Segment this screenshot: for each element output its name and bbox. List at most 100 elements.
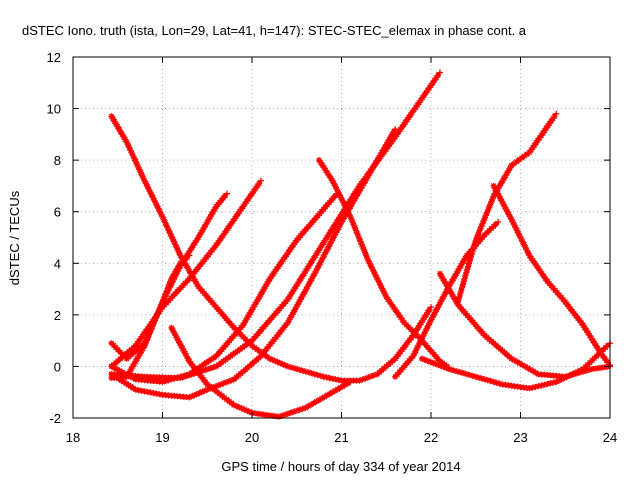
data-point	[309, 257, 316, 264]
data-point	[374, 157, 381, 164]
data-point	[275, 413, 282, 420]
data-point	[519, 361, 526, 368]
data-point	[177, 252, 184, 259]
data-point	[428, 317, 434, 323]
data-point	[365, 172, 372, 179]
data-point	[155, 307, 162, 314]
data-point	[183, 353, 190, 360]
data-point	[494, 190, 501, 197]
data-point	[511, 160, 518, 167]
data-point	[493, 379, 500, 386]
data-point	[245, 195, 252, 202]
data-point	[138, 348, 145, 354]
data-point	[463, 269, 470, 276]
data-point	[158, 211, 165, 218]
data-point	[419, 355, 425, 362]
data-point	[293, 304, 300, 311]
data-point	[196, 390, 203, 396]
data-point	[338, 211, 345, 218]
data-point	[591, 355, 598, 362]
data-point	[490, 182, 497, 189]
data-point	[136, 166, 143, 173]
data-point	[194, 391, 200, 398]
data-point	[281, 411, 288, 418]
data-point	[183, 262, 190, 269]
data-point	[363, 252, 370, 259]
data-point	[362, 177, 369, 184]
data-point	[448, 366, 455, 373]
data-point	[340, 216, 346, 223]
data-point	[445, 286, 452, 293]
data-point	[204, 219, 211, 225]
data-point	[501, 175, 508, 182]
data-point	[358, 241, 365, 248]
data-point	[151, 197, 158, 204]
data-point	[450, 293, 457, 300]
data-point	[497, 195, 504, 202]
data-point	[487, 201, 494, 208]
data-point	[126, 368, 133, 375]
series-14	[490, 182, 613, 369]
data-point	[553, 378, 560, 385]
data-point	[410, 353, 417, 360]
data-point	[157, 304, 164, 311]
data-point	[163, 222, 170, 229]
data-point	[315, 262, 322, 269]
data-point	[487, 378, 494, 384]
data-point	[151, 318, 158, 325]
x-tick-label: 24	[603, 430, 617, 445]
data-point	[334, 227, 341, 234]
data-point	[427, 358, 434, 365]
data-point	[305, 369, 312, 376]
data-point	[437, 270, 443, 277]
data-point	[116, 367, 123, 374]
data-point	[394, 309, 400, 316]
data-point	[569, 371, 576, 378]
data-point	[191, 370, 198, 377]
y-tick-label: 2	[54, 308, 61, 323]
data-point	[577, 367, 584, 374]
data-point	[432, 360, 439, 367]
data-point	[356, 235, 363, 242]
data-point	[308, 401, 315, 408]
y-tick-label: 10	[47, 102, 61, 117]
data-point	[465, 260, 472, 267]
data-point	[306, 280, 312, 287]
data-point	[507, 164, 514, 171]
data-point	[453, 270, 460, 277]
data-point	[468, 251, 475, 258]
data-point	[264, 353, 271, 360]
data-point	[297, 296, 304, 303]
data-point	[284, 410, 291, 417]
data-point	[140, 345, 147, 352]
data-point	[324, 392, 331, 399]
data-point	[498, 180, 505, 187]
data-point	[132, 158, 139, 165]
data-point	[301, 288, 308, 295]
data-point	[154, 310, 161, 316]
data-point	[141, 340, 148, 347]
data-point	[376, 279, 383, 286]
data-point	[282, 362, 289, 369]
data-point	[162, 219, 169, 226]
data-point	[247, 309, 254, 316]
data-point	[471, 240, 478, 246]
data-point	[550, 379, 557, 386]
data-point	[159, 299, 166, 305]
data-point	[416, 322, 423, 329]
data-point	[347, 378, 354, 385]
data-point	[311, 270, 318, 277]
data-point	[150, 321, 156, 327]
data-point	[343, 205, 350, 212]
data-point	[484, 377, 491, 384]
data-point	[457, 369, 464, 376]
data-point	[508, 216, 515, 223]
data-point	[434, 304, 441, 311]
data-point	[196, 231, 203, 238]
data-point	[340, 200, 347, 206]
y-tick-label: 6	[54, 205, 61, 220]
y-tick-label: 4	[54, 256, 61, 271]
data-point	[175, 337, 182, 344]
data-point	[186, 268, 193, 274]
data-point	[310, 273, 317, 280]
